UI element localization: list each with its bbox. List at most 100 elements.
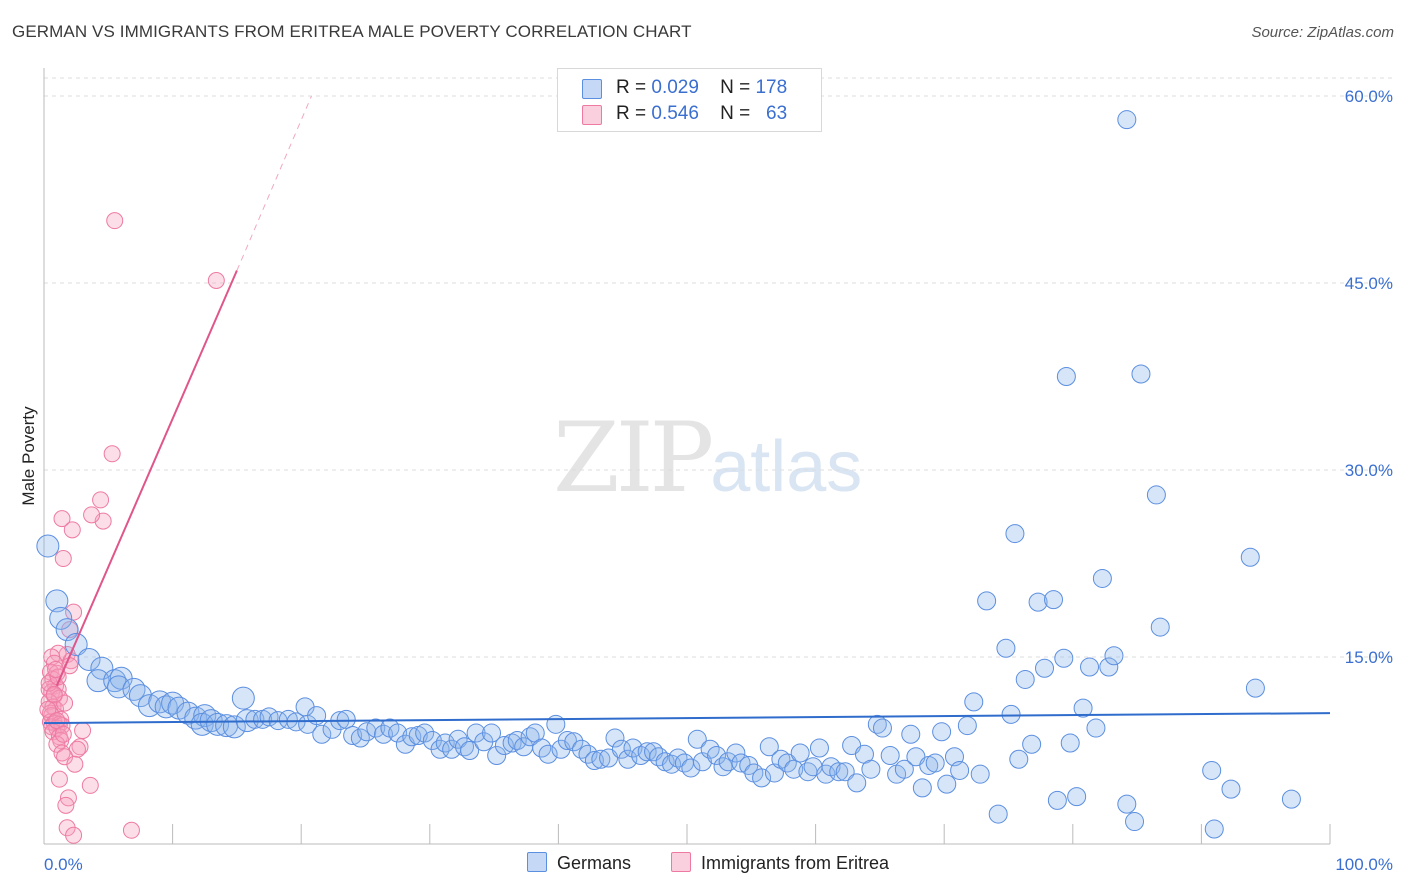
german-point-97 bbox=[713, 757, 733, 777]
german-point-108 bbox=[784, 759, 804, 779]
german-point-125 bbox=[894, 759, 914, 779]
german-point-71 bbox=[546, 714, 566, 734]
eritrea-point-60 bbox=[48, 712, 66, 730]
german-point-28 bbox=[245, 709, 265, 729]
german-point-0 bbox=[36, 534, 60, 558]
y-tick-label-15: 15.0% bbox=[1345, 648, 1393, 667]
german-point-148 bbox=[1054, 648, 1074, 668]
german-point-58 bbox=[460, 741, 480, 760]
german-point-120 bbox=[861, 759, 881, 779]
german-point-147 bbox=[1047, 790, 1067, 810]
german-point-77 bbox=[584, 750, 604, 770]
german-point-56 bbox=[448, 729, 468, 749]
german-point-22 bbox=[199, 709, 223, 733]
german-point-11 bbox=[122, 677, 146, 701]
german-point-166 bbox=[1240, 547, 1260, 567]
german-point-4 bbox=[64, 633, 88, 657]
german-point-1 bbox=[45, 589, 69, 613]
german-point-3 bbox=[55, 618, 79, 642]
german-point-121 bbox=[867, 714, 887, 734]
german-point-130 bbox=[925, 753, 945, 773]
german-point-96 bbox=[707, 745, 727, 765]
eritrea-points bbox=[39, 212, 225, 844]
german-point-99 bbox=[726, 743, 746, 763]
eritrea-trend-line bbox=[55, 270, 238, 687]
german-point-164 bbox=[1005, 524, 1025, 544]
german-point-168 bbox=[1202, 760, 1222, 780]
german-point-64 bbox=[502, 733, 522, 753]
y-tick-label-60: 60.0% bbox=[1345, 87, 1393, 106]
eritrea-point-43 bbox=[71, 738, 89, 756]
german-point-136 bbox=[964, 692, 984, 712]
eritrea-point-39 bbox=[74, 722, 92, 740]
german-point-80 bbox=[605, 728, 625, 748]
german-point-104 bbox=[759, 737, 779, 757]
german-point-78 bbox=[591, 749, 611, 769]
legend-text-germans: R = 0.029 N = 178 bbox=[616, 77, 788, 98]
eritrea-point-3 bbox=[92, 491, 110, 509]
german-point-159 bbox=[1150, 617, 1170, 637]
german-point-32 bbox=[278, 709, 298, 729]
eritrea-point-62 bbox=[45, 685, 63, 703]
german-point-92 bbox=[681, 758, 701, 778]
german-point-122 bbox=[872, 718, 892, 738]
watermark-zip: ZIP bbox=[553, 402, 714, 514]
german-point-62 bbox=[487, 745, 507, 765]
german-point-163 bbox=[1146, 485, 1166, 505]
chart-title: GERMAN VS IMMIGRANTS FROM ERITREA MALE P… bbox=[12, 22, 692, 41]
german-point-137 bbox=[970, 764, 990, 784]
german-point-171 bbox=[1204, 819, 1224, 839]
eritrea-point-0 bbox=[106, 212, 124, 230]
german-point-116 bbox=[835, 762, 855, 782]
x-tick-label-0: 0.0% bbox=[44, 855, 83, 874]
german-point-115 bbox=[829, 762, 849, 782]
german-point-142 bbox=[1009, 749, 1029, 769]
legend-text-eritrea: R = 0.546 N = 63 bbox=[616, 103, 788, 124]
eritrea-point-61 bbox=[54, 725, 72, 743]
eritrea-point-2 bbox=[103, 445, 121, 463]
german-point-2 bbox=[49, 606, 73, 630]
eritrea-point-6 bbox=[53, 510, 71, 528]
german-point-10 bbox=[107, 675, 131, 699]
german-point-126 bbox=[901, 724, 921, 744]
watermark: ZIPatlas bbox=[553, 402, 862, 514]
eritrea-point-54 bbox=[65, 826, 83, 844]
german-point-67 bbox=[520, 727, 540, 747]
axis-labels: 15.0% 30.0% 45.0% 60.0% 0.0% 100.0% Male Pover… bbox=[19, 87, 1393, 874]
german-point-155 bbox=[1099, 657, 1119, 677]
german-point-74 bbox=[564, 732, 584, 752]
german-point-149 bbox=[1060, 733, 1080, 753]
german-point-49 bbox=[402, 727, 422, 747]
german-point-106 bbox=[771, 749, 791, 769]
german-point-75 bbox=[572, 739, 592, 759]
german-point-70 bbox=[538, 744, 558, 764]
german-point-138 bbox=[977, 591, 997, 611]
german-point-160 bbox=[1056, 367, 1076, 386]
german-point-41 bbox=[343, 726, 363, 746]
german-point-145 bbox=[1028, 592, 1048, 612]
eritrea-point-42 bbox=[48, 735, 66, 753]
german-point-19 bbox=[184, 706, 208, 730]
german-point-154 bbox=[1092, 568, 1112, 588]
german-point-152 bbox=[1080, 657, 1100, 677]
y-tick-label-45: 45.0% bbox=[1345, 274, 1393, 293]
german-point-57 bbox=[455, 737, 475, 757]
y-tick-label-30: 30.0% bbox=[1345, 461, 1393, 480]
german-point-158 bbox=[1125, 812, 1145, 832]
eritrea-swatch bbox=[582, 105, 602, 125]
bottom-legend-eritrea: Immigrants from Eritrea bbox=[671, 852, 889, 874]
german-point-82 bbox=[618, 749, 638, 769]
german-point-85 bbox=[637, 742, 657, 762]
german-point-63 bbox=[494, 736, 514, 756]
german-point-12 bbox=[128, 684, 152, 708]
german-point-141 bbox=[996, 638, 1016, 658]
german-point-40 bbox=[336, 709, 356, 729]
german-point-53 bbox=[430, 739, 450, 759]
german-point-131 bbox=[932, 722, 952, 742]
german-trend-line bbox=[43, 712, 1331, 725]
german-point-118 bbox=[847, 773, 867, 793]
bottom-legend-germans: Germans bbox=[527, 852, 631, 874]
german-point-161 bbox=[1131, 364, 1151, 384]
german-point-132 bbox=[937, 774, 957, 794]
german-point-167 bbox=[1245, 678, 1265, 698]
